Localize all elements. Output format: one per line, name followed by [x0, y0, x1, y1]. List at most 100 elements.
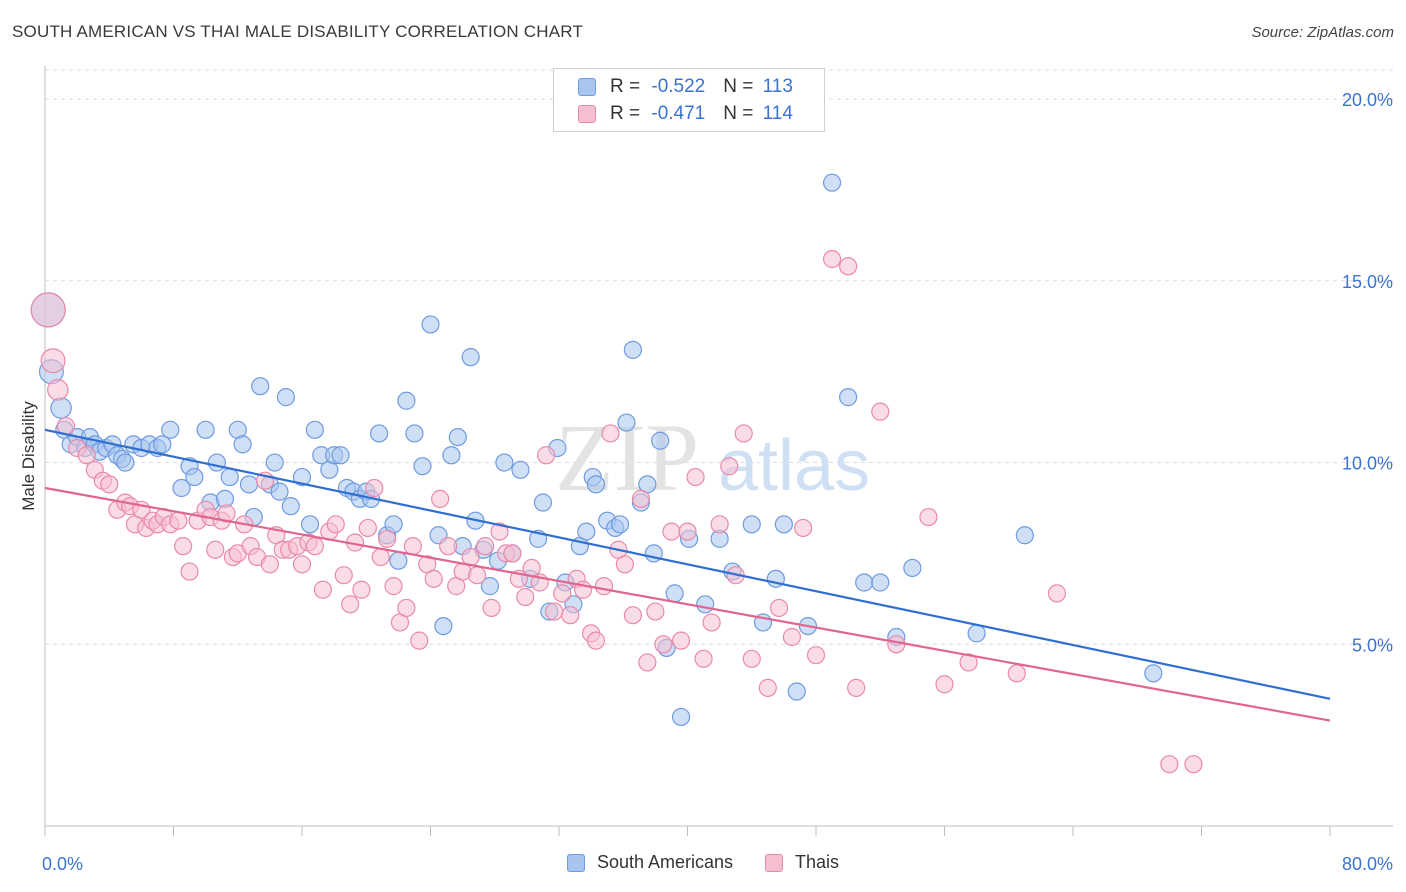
point-thais — [702, 613, 721, 632]
legend-r-value: -0.471 — [651, 103, 706, 124]
point-south-americans — [742, 515, 761, 534]
series-legend-label: South Americans — [596, 852, 734, 872]
point-thais — [720, 457, 739, 476]
point-thais — [671, 631, 691, 650]
point-south-americans — [839, 388, 858, 407]
point-thais — [662, 522, 681, 541]
point-thais — [806, 646, 826, 665]
point-south-americans — [276, 388, 296, 407]
point-thais — [47, 379, 69, 401]
point-thais — [959, 653, 978, 672]
point-thais — [180, 562, 199, 581]
trend-lines — [44, 428, 1331, 722]
point-south-americans — [421, 315, 440, 334]
point-thais — [935, 675, 954, 694]
series-legend-south-americans[interactable]: South Americans — [566, 852, 734, 873]
y-axis-label: Male Disability — [19, 401, 38, 511]
point-thais — [341, 595, 360, 614]
point-south-americans — [405, 424, 424, 443]
point-south-americans — [292, 467, 312, 487]
point-thais — [476, 537, 495, 556]
point-thais — [794, 518, 813, 538]
point-thais — [601, 424, 620, 443]
series-swatch-south-americans — [566, 853, 585, 872]
point-thais — [490, 522, 509, 541]
point-south-americans — [577, 522, 596, 541]
point-thais — [769, 598, 789, 618]
point-south-americans — [413, 457, 432, 476]
series-swatch-thais — [765, 853, 784, 872]
point-south-americans — [480, 577, 500, 596]
point-thais — [378, 529, 397, 548]
point-thais — [1047, 584, 1067, 603]
point-south-americans — [220, 467, 239, 487]
point-thais — [1184, 755, 1203, 774]
point-south-americans — [172, 478, 191, 498]
legend-row-thais: R = -0.471 N = 114 — [578, 101, 793, 127]
point-south-americans — [586, 475, 606, 494]
point-thais — [169, 511, 188, 530]
point-south-americans — [196, 420, 215, 439]
point-thais — [77, 446, 96, 465]
point-thais — [439, 537, 458, 556]
legend-r-label: R = — [610, 103, 646, 124]
point-thais — [365, 478, 384, 498]
point-thais — [631, 489, 651, 508]
point-south-americans — [442, 446, 461, 465]
point-thais — [871, 402, 890, 421]
point-thais — [623, 606, 642, 625]
correlation-legend: R = -0.522 N = 113 R = -0.471 N = 114 — [553, 68, 825, 132]
point-south-americans — [967, 624, 986, 643]
point-thais — [1160, 755, 1179, 774]
point-south-americans — [300, 515, 320, 534]
point-south-americans — [787, 682, 806, 701]
point-south-americans — [116, 453, 135, 472]
series-legend: South Americans Thais — [0, 852, 1406, 873]
point-south-americans — [153, 435, 172, 454]
point-thais — [615, 555, 634, 574]
point-thais — [503, 544, 522, 563]
point-south-americans — [1015, 526, 1034, 545]
point-thais — [326, 515, 345, 534]
point-thais — [100, 475, 119, 494]
point-thais — [537, 446, 556, 465]
point-thais — [694, 649, 713, 668]
point-thais — [206, 540, 225, 559]
point-south-americans — [511, 460, 530, 479]
point-thais — [384, 577, 403, 596]
legend-r-label: R = — [610, 76, 646, 97]
point-south-americans — [239, 475, 259, 494]
point-south-americans — [774, 515, 793, 534]
point-south-americans — [651, 431, 670, 450]
point-thais — [847, 678, 866, 697]
point-thais — [646, 602, 665, 621]
point-south-americans — [617, 413, 636, 432]
point-thais — [352, 580, 371, 599]
axes — [44, 66, 1393, 836]
point-south-americans — [251, 377, 270, 396]
point-thais — [594, 577, 614, 596]
point-south-americans — [696, 595, 715, 614]
point-thais — [638, 653, 657, 672]
point-south-americans — [281, 497, 300, 516]
legend-n-label: N = — [723, 76, 759, 97]
legend-n-value: 113 — [762, 76, 793, 97]
point-south-americans — [495, 453, 514, 472]
series-legend-thais[interactable]: Thais — [765, 852, 839, 873]
point-thais — [305, 537, 324, 556]
point-south-americans — [822, 173, 842, 192]
x-tick-label: 80.0% — [1342, 854, 1393, 874]
point-south-americans — [265, 453, 284, 472]
point-south-americans — [903, 558, 922, 578]
point-south-americans — [389, 551, 408, 570]
chart-title: SOUTH AMERICAN VS THAI MALE DISABILITY C… — [12, 22, 584, 41]
tick-labels: 5.0% 10.0% 15.0% 20.0% 0.0% 80.0% — [42, 90, 1393, 874]
point-south-americans — [305, 420, 324, 439]
point-thais — [1007, 664, 1026, 683]
point-thais — [742, 649, 761, 668]
grid-lines — [45, 69, 1393, 645]
point-south-americans — [233, 435, 252, 454]
point-south-americans — [370, 424, 389, 443]
y-tick-label: 20.0% — [1342, 90, 1393, 110]
point-south-americans — [871, 573, 890, 592]
